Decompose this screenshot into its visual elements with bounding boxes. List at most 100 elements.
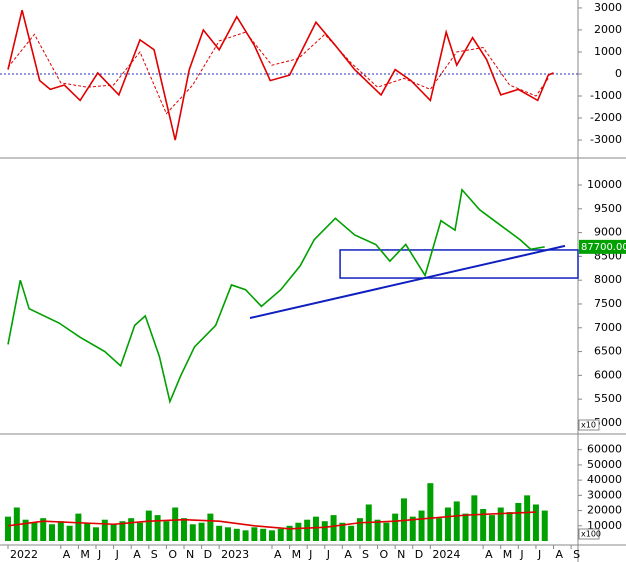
y-tick-label: -2000: [590, 111, 622, 124]
volume-bar: [216, 525, 223, 541]
x-tick-label: D: [204, 548, 212, 561]
x-tick-label: A: [344, 548, 352, 561]
volume-bar: [224, 527, 231, 541]
volume-bar: [497, 507, 504, 541]
unit-box: [578, 528, 600, 540]
series-line: [7, 187, 545, 405]
volume-bar: [348, 525, 355, 541]
x-tick-label: S: [151, 548, 158, 561]
volume-bar: [84, 522, 91, 541]
volume-bar: [541, 510, 548, 541]
volume-bar: [233, 528, 240, 541]
volume-bar: [427, 483, 434, 541]
volume-bar: [330, 515, 337, 541]
volume-bar: [286, 525, 293, 541]
volume-bar: [57, 521, 64, 541]
volume-bar: [49, 524, 56, 541]
x-tick-label: N: [186, 548, 194, 561]
unit-label: x100: [581, 530, 601, 539]
unit-label: x10: [581, 421, 596, 430]
volume-bar: [321, 521, 328, 541]
volume-bar: [506, 512, 513, 541]
unit-box: [578, 419, 600, 431]
volume-bar: [409, 516, 416, 541]
volume-bar: [75, 513, 82, 541]
volume-bar: [110, 524, 117, 541]
volume-bar: [277, 528, 284, 541]
y-tick-label: 5000: [594, 416, 622, 429]
x-tick-label: S: [573, 548, 580, 561]
x-tick-label: D: [415, 548, 423, 561]
y-tick-label: 50000: [587, 458, 622, 471]
series-line: [7, 31, 549, 115]
y-tick-label: 2000: [594, 23, 622, 36]
volume-bar: [268, 530, 275, 541]
x-tick-label: J: [97, 548, 101, 561]
y-tick-label: 5500: [594, 392, 622, 405]
x-tick-label: M: [292, 548, 302, 561]
volume-bar: [5, 516, 12, 541]
x-tick-label: S: [362, 548, 369, 561]
volume-bar: [462, 513, 469, 541]
y-tick-label: 1000: [594, 45, 622, 58]
x-tick-label: N: [397, 548, 405, 561]
x-tick-label: A: [485, 548, 493, 561]
x-tick-label: A: [274, 548, 282, 561]
volume-bar: [312, 516, 319, 541]
trendline: [249, 244, 566, 319]
y-tick-label: 10000: [587, 178, 622, 191]
x-tick-label: M: [80, 548, 90, 561]
y-tick-label: 8000: [594, 273, 622, 286]
volume-bar: [392, 513, 399, 541]
x-tick-label: 2024: [432, 548, 460, 561]
volume-bar: [251, 527, 258, 541]
volume-bar: [260, 528, 267, 541]
volume-bar: [180, 518, 187, 541]
y-tick-label: 40000: [587, 473, 622, 486]
volume-bar: [189, 524, 196, 541]
volume-bar: [295, 522, 302, 541]
y-tick-label: -1000: [590, 89, 622, 102]
x-tick-label: A: [133, 548, 141, 561]
y-tick-label: 30000: [587, 488, 622, 501]
x-tick-label: A: [63, 548, 71, 561]
volume-bar: [471, 495, 478, 541]
y-tick-label: 60000: [587, 443, 622, 456]
volume-bar: [339, 522, 346, 541]
last-price-box: [579, 239, 626, 254]
volume-bar: [480, 509, 487, 541]
volume-bar: [532, 504, 539, 541]
volume-bar: [136, 522, 143, 541]
x-tick-label: O: [168, 548, 177, 561]
y-tick-label: 9500: [594, 202, 622, 215]
volume-bar: [515, 502, 522, 541]
y-tick-label: 20000: [587, 504, 622, 517]
last-price-label: 87700.00: [581, 242, 626, 253]
x-tick-label: J: [326, 548, 330, 561]
volume-bar: [383, 522, 390, 541]
volume-bar: [101, 519, 108, 541]
volume-bar: [154, 515, 161, 541]
volume-bar: [22, 519, 29, 541]
y-tick-label: 3000: [594, 1, 622, 14]
volume-bar: [418, 510, 425, 541]
x-tick-label: J: [308, 548, 312, 561]
volume-bar: [172, 507, 179, 541]
volume-bar: [163, 521, 170, 541]
x-tick-label: J: [519, 548, 523, 561]
y-tick-label: 9000: [594, 226, 622, 239]
x-tick-label: 2023: [221, 548, 249, 561]
volume-bar: [66, 525, 73, 541]
volume-bar: [207, 513, 214, 541]
y-tick-label: 7000: [594, 321, 622, 334]
y-tick-label: 6500: [594, 345, 622, 358]
volume-bar: [436, 518, 443, 541]
volume-bar: [488, 515, 495, 541]
y-tick-label: 6000: [594, 368, 622, 381]
volume-bar: [31, 522, 38, 541]
volume-bar: [524, 495, 531, 541]
series-line: [7, 511, 536, 530]
volume-bar: [304, 519, 311, 541]
